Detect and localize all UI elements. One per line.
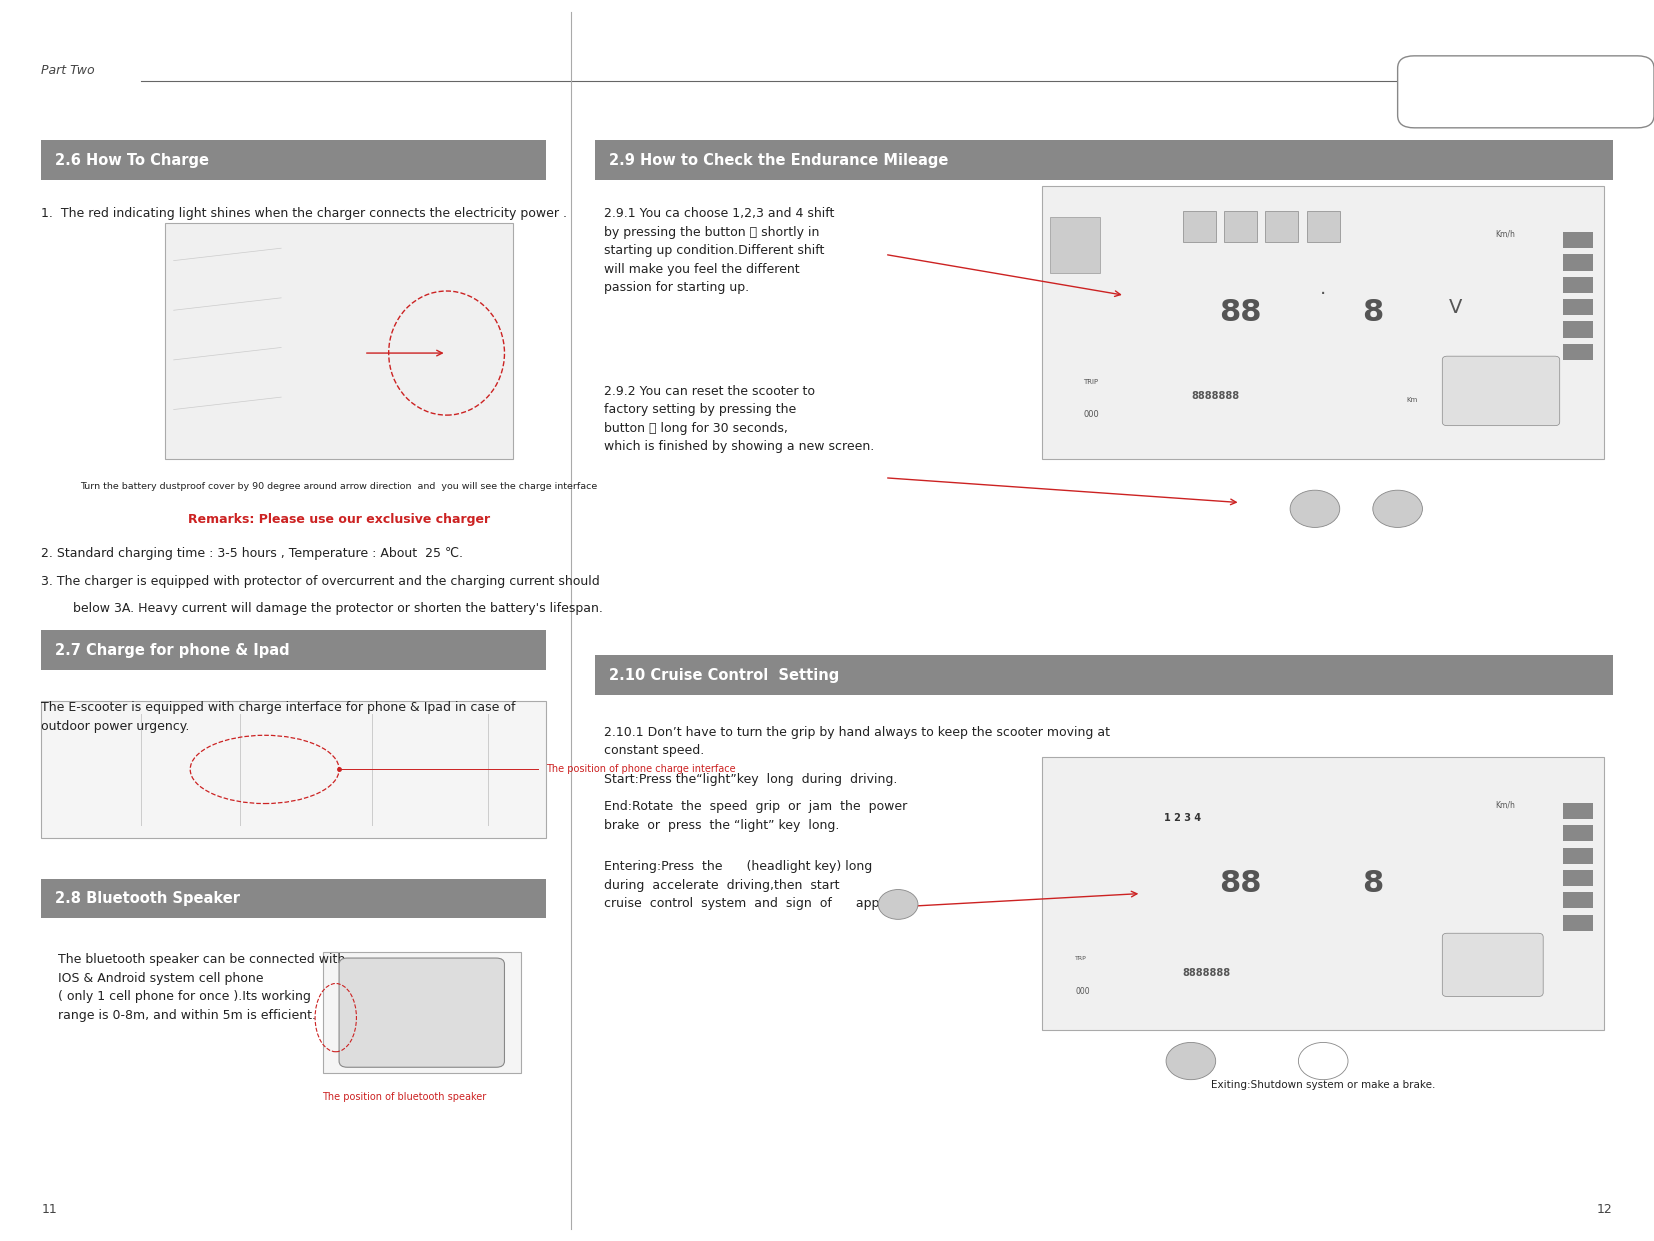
Text: 8: 8 [1363, 869, 1383, 897]
FancyBboxPatch shape [595, 655, 1613, 695]
FancyBboxPatch shape [1563, 321, 1593, 338]
Text: TRIP: TRIP [1083, 379, 1098, 385]
FancyBboxPatch shape [1442, 356, 1560, 426]
Text: Start:Press the“light”key  long  during  driving.: Start:Press the“light”key long during dr… [604, 773, 896, 786]
FancyBboxPatch shape [41, 879, 546, 918]
FancyBboxPatch shape [1563, 232, 1593, 248]
Text: 2. Standard charging time : 3-5 hours , Temperature : About  25 ℃.: 2. Standard charging time : 3-5 hours , … [41, 547, 463, 560]
Text: .: . [1320, 279, 1327, 298]
Text: Km/h: Km/h [1495, 800, 1515, 809]
Text: 2.10.1 Don’t have to turn the grip by hand always to keep the scooter moving at
: 2.10.1 Don’t have to turn the grip by ha… [604, 726, 1110, 757]
Text: 000: 000 [1083, 410, 1100, 418]
Text: 1.  The red indicating light shines when the charger connects the electricity po: 1. The red indicating light shines when … [41, 207, 567, 220]
Text: 88: 88 [1219, 298, 1262, 326]
Text: 2.9.2 You can reset the scooter to
factory setting by pressing the
button Ⓕ long: 2.9.2 You can reset the scooter to facto… [604, 385, 873, 453]
FancyBboxPatch shape [1224, 211, 1257, 242]
Text: 2.9.1 You ca choose 1,2,3 and 4 shift
by pressing the button Ⓕ shortly in
starti: 2.9.1 You ca choose 1,2,3 and 4 shift by… [604, 207, 834, 294]
FancyBboxPatch shape [1442, 933, 1543, 997]
Text: End:Rotate  the  speed  grip  or  jam  the  power
brake  or  press  the “light” : End:Rotate the speed grip or jam the pow… [604, 800, 906, 831]
FancyBboxPatch shape [165, 223, 513, 459]
FancyBboxPatch shape [1042, 757, 1604, 1030]
FancyBboxPatch shape [1265, 211, 1298, 242]
FancyBboxPatch shape [323, 952, 521, 1073]
Text: 2.8 Bluetooth Speaker: 2.8 Bluetooth Speaker [55, 891, 240, 906]
Text: TRP: TRP [1075, 956, 1087, 961]
Circle shape [1373, 490, 1422, 527]
Text: The E-scooter is equipped with charge interface for phone & Ipad in case of
outd: The E-scooter is equipped with charge in… [41, 701, 516, 732]
FancyBboxPatch shape [1563, 254, 1593, 271]
Circle shape [878, 890, 918, 920]
Text: 3. The charger is equipped with protector of overcurrent and the charging curren: 3. The charger is equipped with protecto… [41, 575, 600, 587]
Text: The position of bluetooth speaker: The position of bluetooth speaker [323, 1092, 486, 1102]
Text: 12: 12 [1596, 1204, 1613, 1216]
FancyBboxPatch shape [1563, 299, 1593, 315]
Text: 8888888: 8888888 [1183, 968, 1231, 978]
Text: 2.6 How To Charge: 2.6 How To Charge [55, 153, 208, 168]
Text: 8: 8 [1363, 298, 1383, 326]
Text: 000: 000 [1075, 987, 1090, 995]
Text: 2: 2 [1237, 222, 1244, 232]
FancyBboxPatch shape [1563, 870, 1593, 886]
Circle shape [1298, 1042, 1348, 1080]
FancyBboxPatch shape [1183, 211, 1216, 242]
FancyBboxPatch shape [1563, 848, 1593, 864]
FancyBboxPatch shape [1563, 892, 1593, 908]
FancyBboxPatch shape [1563, 344, 1593, 360]
Text: Remarks: Please use our exclusive charger: Remarks: Please use our exclusive charge… [189, 513, 490, 525]
FancyBboxPatch shape [1563, 277, 1593, 293]
FancyBboxPatch shape [595, 140, 1613, 180]
Text: 1-8: 1-8 [1485, 961, 1502, 970]
Text: 8888888: 8888888 [1191, 391, 1239, 401]
Text: 2.9 How to Check the Endurance Mileage: 2.9 How to Check the Endurance Mileage [609, 153, 948, 168]
Text: Fashionable/Portable/Smart: Fashionable/Portable/Smart [1449, 87, 1603, 97]
Text: 2.10 Cruise Control  Setting: 2.10 Cruise Control Setting [609, 668, 839, 683]
Text: 88: 88 [1219, 869, 1262, 897]
FancyBboxPatch shape [1042, 186, 1604, 459]
Text: 2.7 Charge for phone & Ipad: 2.7 Charge for phone & Ipad [55, 643, 289, 658]
FancyBboxPatch shape [41, 630, 546, 670]
Text: Km: Km [1406, 397, 1417, 403]
Text: V: V [1449, 298, 1462, 316]
Circle shape [1166, 1042, 1216, 1080]
FancyBboxPatch shape [1050, 217, 1100, 273]
FancyBboxPatch shape [339, 958, 504, 1067]
Text: Entering:Press  the      (headlight key) long
during  accelerate  driving,then  : Entering:Press the (headlight key) long … [604, 860, 903, 910]
Text: 1 2 3 4: 1 2 3 4 [1164, 813, 1201, 823]
Text: 3: 3 [1279, 222, 1285, 232]
Text: 11: 11 [41, 1204, 58, 1216]
Text: Exiting:Shutdown system or make a brake.: Exiting:Shutdown system or make a brake. [1211, 1080, 1436, 1090]
FancyBboxPatch shape [1307, 211, 1340, 242]
Text: The position of phone charge interface: The position of phone charge interface [546, 764, 736, 774]
FancyBboxPatch shape [1398, 56, 1654, 128]
Text: below 3A. Heavy current will damage the protector or shorten the battery's lifes: below 3A. Heavy current will damage the … [61, 602, 604, 614]
Text: Turn the battery dustproof cover by 90 degree around arrow direction  and  you w: Turn the battery dustproof cover by 90 d… [81, 482, 597, 490]
FancyBboxPatch shape [41, 701, 546, 838]
FancyBboxPatch shape [1563, 825, 1593, 841]
FancyBboxPatch shape [1563, 803, 1593, 819]
Text: Km/h: Km/h [1495, 230, 1515, 238]
Text: 4: 4 [1320, 222, 1327, 232]
Text: Part Two: Part Two [41, 65, 94, 77]
Text: 8-88: 8-88 [1492, 386, 1512, 396]
FancyBboxPatch shape [41, 140, 546, 180]
Text: 1: 1 [1196, 222, 1202, 232]
Circle shape [1290, 490, 1340, 527]
Text: The bluetooth speaker can be connected with
IOS & Android system cell phone
( on: The bluetooth speaker can be connected w… [58, 953, 346, 1021]
FancyBboxPatch shape [1563, 915, 1593, 931]
